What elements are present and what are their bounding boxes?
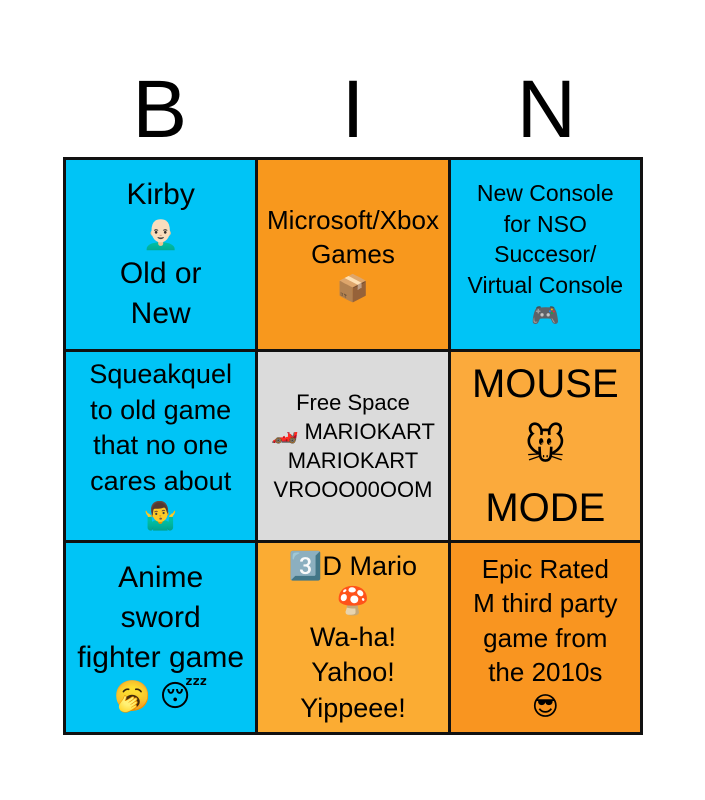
bingo-cell-new-console-nso[interactable]: New Console for NSO Succesor/ Virtual Co… <box>450 160 640 349</box>
bingo-cell-text: Epic Rated M third party game from the 2… <box>473 553 618 722</box>
bingo-cell-text: Microsoft/Xbox Games 📦 <box>267 204 439 304</box>
bingo-cell-squeakquel[interactable]: Squeakquel to old game that no one cares… <box>66 351 256 541</box>
bingo-header: B I N <box>63 0 643 157</box>
bingo-cell-text: Kirby 👨🏻‍🦲 Old or New <box>119 178 202 330</box>
bingo-cell-text: Anime sword fighter game 🥱 😴 <box>77 561 245 714</box>
bingo-cell-mouse-mode[interactable]: MOUSE 🐭 MODE <box>450 351 640 541</box>
bingo-cell-text: MOUSE 🐭 MODE <box>471 362 619 530</box>
bingo-letter-i: I <box>341 64 365 155</box>
bingo-cell-text: Free Space 🏎️ MARIOKART MARIOKART VROOO0… <box>271 389 435 503</box>
bingo-cell-anime-sword-fighter[interactable]: Anime sword fighter game 🥱 😴 <box>66 543 256 732</box>
bingo-cell-kirby-old-or-new[interactable]: Kirby 👨🏻‍🦲 Old or New <box>66 160 256 349</box>
bingo-cell-text: 3️⃣D Mario 🍄 Wa-ha! Yahoo! Yippeee! <box>288 550 418 724</box>
bingo-cell-free-space-mariokart[interactable]: Free Space 🏎️ MARIOKART MARIOKART VROOO0… <box>258 351 448 541</box>
bingo-cell-microsoft-xbox-games[interactable]: Microsoft/Xbox Games 📦 <box>258 160 448 349</box>
bingo-cell-epic-rated-m[interactable]: Epic Rated M third party game from the 2… <box>450 543 640 732</box>
bingo-letter-b: B <box>132 64 188 155</box>
bingo-cell-3d-mario[interactable]: 3️⃣D Mario 🍄 Wa-ha! Yahoo! Yippeee! <box>258 543 448 732</box>
bingo-letter-n: N <box>516 64 576 155</box>
bingo-cell-text: Squeakquel to old game that no one cares… <box>89 358 232 532</box>
bingo-grid: Kirby 👨🏻‍🦲 Old or New Microsoft/Xbox Gam… <box>63 157 643 735</box>
bingo-cell-text: New Console for NSO Succesor/ Virtual Co… <box>467 180 624 328</box>
